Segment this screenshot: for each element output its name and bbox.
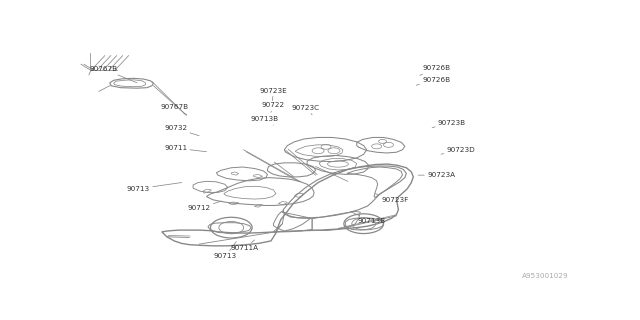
Text: 90713: 90713 [127, 182, 182, 192]
Text: 90723E: 90723E [260, 88, 287, 100]
Text: 90723C: 90723C [292, 105, 320, 115]
Text: 90723B: 90723B [432, 120, 466, 128]
Text: 90723A: 90723A [419, 172, 455, 178]
Text: 90722: 90722 [262, 102, 285, 112]
Text: 90711A: 90711A [230, 240, 259, 251]
Text: 90732: 90732 [164, 125, 199, 136]
Text: 90726B: 90726B [420, 66, 450, 75]
Text: 90767B: 90767B [90, 66, 137, 83]
Text: 90711: 90711 [164, 145, 207, 152]
Text: 90723D: 90723D [441, 147, 476, 154]
Text: 90713: 90713 [214, 242, 237, 260]
Text: 90723F: 90723F [375, 194, 408, 203]
Text: 90726B: 90726B [416, 77, 450, 85]
Text: 90713B: 90713B [250, 116, 278, 125]
Text: 90767B: 90767B [160, 104, 188, 115]
Text: 90712: 90712 [188, 201, 221, 212]
Text: 90713B: 90713B [350, 212, 385, 224]
Text: A953001029: A953001029 [522, 273, 568, 279]
